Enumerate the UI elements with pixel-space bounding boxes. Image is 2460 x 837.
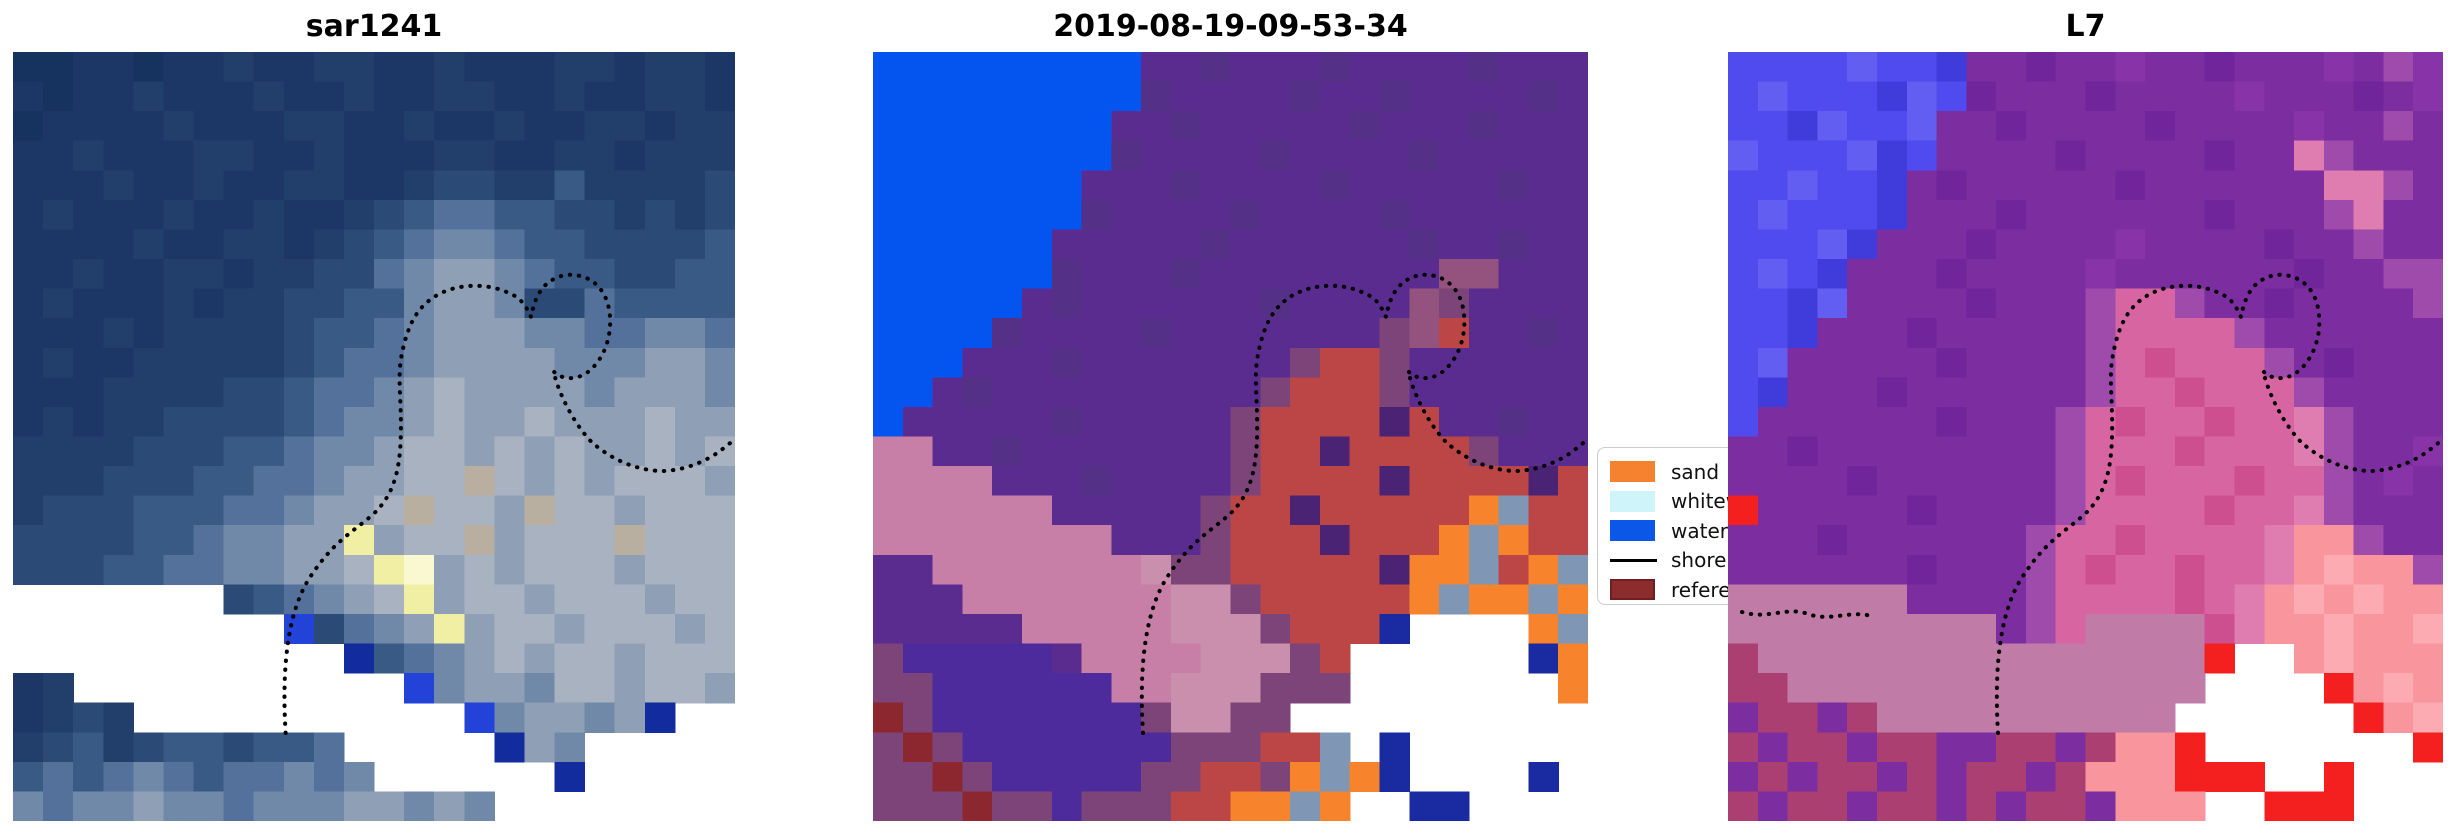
- panel-image-l7: [1728, 52, 2443, 821]
- legend-swatch-whitewater: [1610, 490, 1655, 512]
- legend-row-water: water: [1610, 516, 1794, 546]
- panel-title-date: 2019-08-19-09-53-34: [1053, 9, 1408, 44]
- shoreline-dotted-path: [1740, 609, 1873, 619]
- legend-swatch-sand: [1610, 461, 1655, 483]
- pixel-raster: [873, 52, 1588, 821]
- pixel-raster: [13, 52, 735, 821]
- legend-row-shoreline: shoreli: [1610, 546, 1794, 576]
- panel-title-sar1241: sar1241: [305, 9, 443, 44]
- legend-row-sand: sand: [1610, 457, 1794, 487]
- legend-swatch-reference: [1610, 579, 1655, 601]
- legend-label-shoreline: shoreli: [1671, 548, 1738, 573]
- panel-image-sar1241: [13, 52, 735, 821]
- legend-label-sand: sand: [1671, 459, 1720, 484]
- shoreline-overlay: [1139, 272, 1588, 735]
- shoreline-dotted-path: [282, 272, 735, 735]
- shoreline-overlay: [282, 272, 735, 735]
- shoreline-overlay: [1740, 272, 2443, 735]
- shoreline-dotted-path: [1139, 272, 1588, 735]
- legend-swatch-water: [1610, 520, 1655, 542]
- legend-line-shoreline: [1610, 558, 1657, 562]
- shoreline-dotted-path: [1994, 272, 2443, 735]
- pixel-raster: [1728, 52, 2443, 821]
- panel-title-l7: L7: [2065, 9, 2106, 44]
- panel-image-classified: [873, 52, 1588, 821]
- legend-label-water: water: [1671, 518, 1728, 543]
